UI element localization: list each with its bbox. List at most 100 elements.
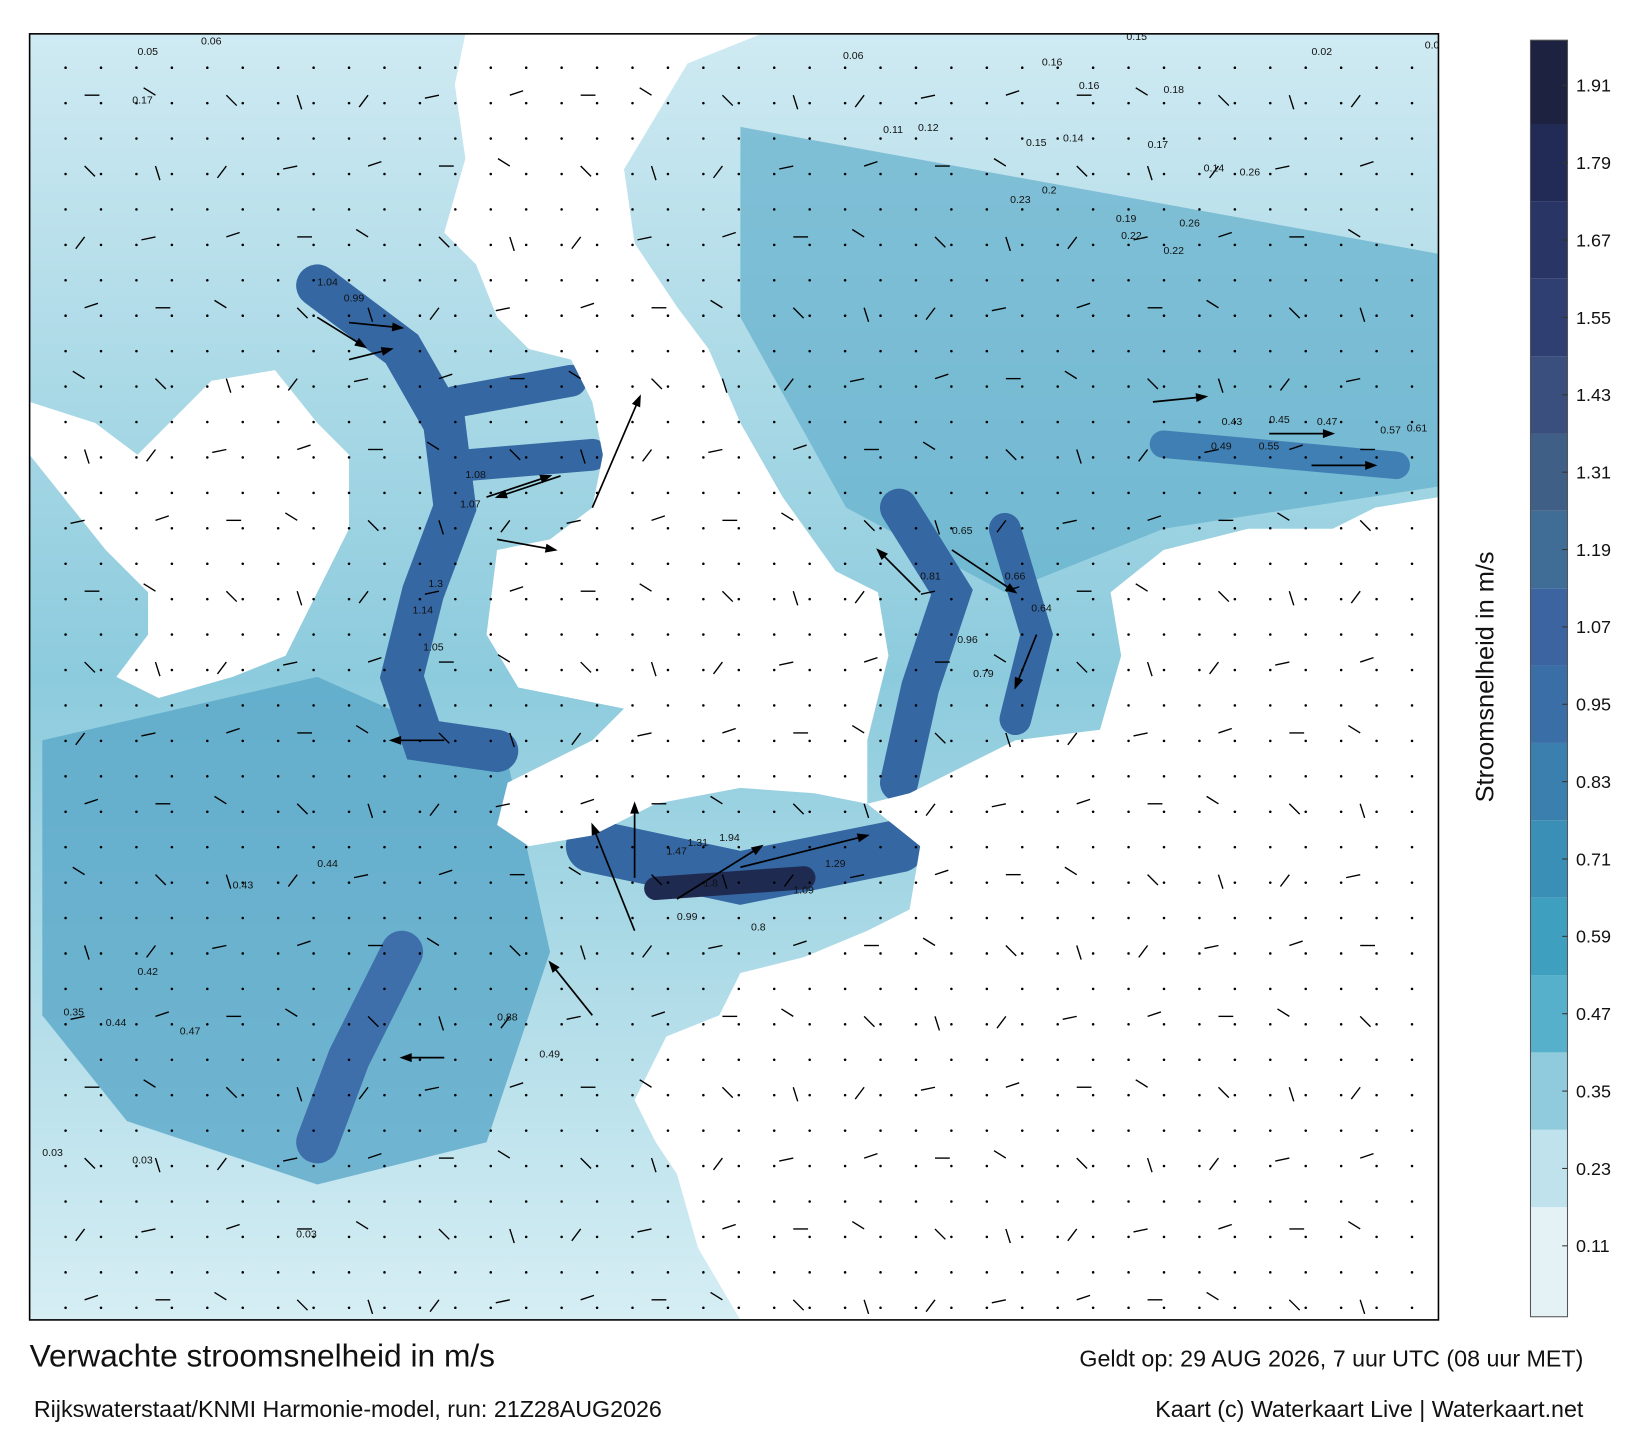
grid-dot	[241, 279, 245, 282]
arrow	[146, 449, 157, 462]
grid-dot	[206, 1093, 209, 1097]
arrow	[651, 515, 666, 522]
arrow	[214, 1291, 227, 1301]
grid-dot	[347, 952, 351, 955]
grid-dot	[1304, 845, 1307, 849]
grid-dot	[241, 916, 245, 920]
grid-dot	[454, 527, 457, 530]
arrow	[993, 158, 1007, 167]
grid-dot	[666, 456, 670, 459]
grid-dot	[879, 1164, 882, 1168]
grid-dot	[454, 668, 457, 672]
grid-dot	[595, 1164, 599, 1168]
grid-dot	[560, 172, 563, 176]
grid-dot	[418, 314, 422, 317]
grid-dot	[631, 1164, 634, 1168]
grid-dot	[312, 633, 315, 636]
arrow	[84, 1157, 96, 1169]
grid-dot	[1056, 101, 1059, 105]
arrow	[1288, 307, 1301, 319]
arrow	[676, 845, 762, 900]
arrow-head	[1014, 676, 1024, 690]
arrow	[650, 1157, 657, 1173]
grid-dot	[808, 137, 811, 140]
arrow	[580, 302, 595, 309]
arrow	[1289, 444, 1303, 451]
arrow	[925, 803, 936, 817]
grid-dot	[1056, 456, 1059, 459]
grid-dot	[276, 1200, 280, 1203]
grid-dot	[560, 208, 563, 211]
grid-dot	[772, 916, 776, 920]
grid-dot	[772, 101, 776, 105]
grid-dot	[135, 1129, 138, 1132]
arrow	[1005, 236, 1011, 252]
grid-dot	[1056, 137, 1059, 140]
speed-label: 0.16	[1079, 80, 1100, 92]
colorbar-band	[1530, 742, 1568, 821]
grid-dot	[1410, 845, 1414, 849]
arrow	[1277, 1008, 1290, 1017]
grid-dot	[1304, 66, 1307, 69]
arrow	[1288, 803, 1301, 815]
grid-dot	[772, 1271, 776, 1274]
arrow	[143, 87, 156, 96]
grid-dot	[843, 385, 847, 388]
grid-dot	[843, 1129, 847, 1132]
grid-dot	[170, 101, 174, 105]
grid-dot	[843, 349, 847, 353]
grid-dot	[1269, 137, 1272, 140]
grid-dot	[595, 881, 599, 884]
grid-dot	[1233, 810, 1237, 813]
grid-dot	[631, 66, 634, 69]
grid-dot	[1375, 491, 1378, 495]
grid-dot	[843, 1235, 847, 1239]
arrow	[779, 1157, 794, 1162]
grid-dot	[1162, 916, 1166, 920]
grid-dot	[1091, 633, 1095, 636]
grid-dot	[206, 101, 209, 105]
grid-dot	[1233, 101, 1237, 105]
grid-dot	[595, 172, 599, 176]
grid-dot	[737, 385, 741, 388]
arrow	[1204, 944, 1219, 950]
grid-dot	[1269, 385, 1272, 388]
speed-label: 1.47	[666, 846, 687, 858]
grid-dot	[241, 845, 245, 849]
arrow	[863, 1153, 878, 1159]
speed-label: 0.42	[138, 966, 159, 978]
grid-dot	[914, 349, 918, 353]
grid-dot	[1162, 1093, 1166, 1097]
grid-dot	[1162, 810, 1166, 813]
arrow	[509, 732, 515, 748]
grid-dot	[1410, 172, 1414, 176]
grid-dot	[843, 1271, 847, 1274]
grid-dot	[808, 1271, 811, 1274]
grid-dot	[1020, 279, 1024, 282]
grid-dot	[312, 739, 315, 743]
grid-dot	[312, 1093, 315, 1097]
grid-dot	[1198, 1200, 1201, 1203]
arrow	[580, 1294, 595, 1301]
grid-dot	[312, 456, 315, 459]
grid-dot	[843, 527, 847, 530]
grid-dot	[631, 881, 634, 884]
grid-dot	[1127, 491, 1130, 495]
grid-dot	[1056, 66, 1059, 69]
grid-dot	[950, 1164, 953, 1168]
grid-dot	[1375, 1129, 1378, 1132]
grid-dot	[1375, 916, 1378, 920]
grid-dot	[1020, 1023, 1024, 1026]
grid-dot	[135, 101, 138, 105]
grid-dot	[1233, 349, 1237, 353]
speed-label: 0.11	[883, 124, 903, 136]
grid-dot	[1375, 1058, 1378, 1062]
grid-dot	[702, 987, 705, 991]
grid-dot	[170, 420, 174, 424]
grid-dot	[524, 349, 528, 353]
grid-dot	[808, 597, 811, 601]
grid-dot	[666, 172, 670, 176]
grid-dot	[489, 1306, 493, 1310]
grid-dot	[454, 775, 457, 778]
grid-dot	[1127, 1200, 1130, 1203]
